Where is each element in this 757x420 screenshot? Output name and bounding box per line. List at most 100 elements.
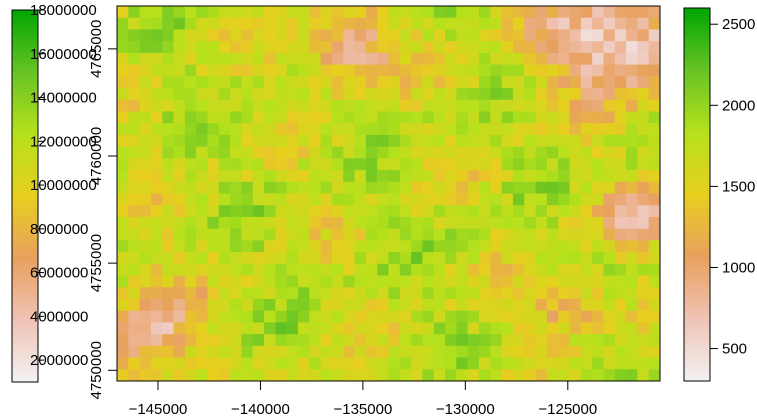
- heatmap-cell: [501, 64, 514, 77]
- heatmap-cell: [592, 228, 604, 241]
- heatmap-cell: [331, 287, 344, 300]
- heatmap-cell: [399, 228, 412, 241]
- heatmap-cell: [580, 52, 593, 65]
- heatmap-cell: [230, 334, 242, 347]
- heatmap-cell: [433, 17, 446, 30]
- heatmap-cell: [331, 170, 344, 183]
- heatmap-cell: [241, 263, 254, 276]
- heatmap-cell: [569, 134, 582, 148]
- heatmap-cell: [648, 334, 661, 347]
- heatmap-cell: [512, 334, 525, 347]
- heatmap-cell: [128, 29, 141, 42]
- heatmap-cell: [184, 41, 197, 54]
- heatmap-cell: [558, 334, 570, 347]
- heatmap-cell: [139, 170, 152, 183]
- heatmap-cell: [320, 275, 333, 288]
- heatmap-cell: [501, 52, 514, 65]
- heatmap-cell: [241, 205, 254, 218]
- heatmap-cell: [399, 17, 412, 30]
- heatmap-cell: [286, 193, 299, 206]
- heatmap-cell: [139, 17, 152, 30]
- heatmap-cell: [569, 205, 582, 218]
- heatmap-cell: [648, 6, 661, 19]
- heatmap-cell: [275, 181, 288, 194]
- heatmap-cell: [535, 146, 548, 159]
- heatmap-cell: [173, 228, 186, 241]
- heatmap-cell: [501, 29, 514, 42]
- heatmap-cell: [162, 345, 174, 358]
- heatmap-cell: [218, 228, 231, 241]
- heatmap-cell: [150, 357, 163, 370]
- heatmap-cell: [388, 263, 401, 276]
- y-tick-label: 4760000: [88, 127, 105, 185]
- heatmap-cell: [603, 240, 616, 253]
- heatmap-cell: [399, 263, 412, 276]
- heatmap-cell: [320, 99, 333, 112]
- heatmap-cell: [592, 357, 604, 370]
- heatmap-cell: [580, 357, 593, 370]
- heatmap-cell: [637, 345, 650, 358]
- left-colorbar-label: 18000000: [30, 2, 97, 19]
- heatmap-cell: [467, 252, 480, 265]
- heatmap-cell: [218, 6, 231, 19]
- heatmap-cell: [558, 111, 570, 124]
- heatmap-cell: [433, 170, 446, 183]
- heatmap-cell: [614, 252, 627, 265]
- heatmap-cell: [603, 158, 616, 171]
- heatmap-cell: [501, 228, 514, 241]
- heatmap-cell: [207, 76, 220, 89]
- heatmap-cell: [230, 146, 242, 159]
- heatmap-cell: [592, 369, 604, 382]
- heatmap-cell: [445, 52, 457, 65]
- heatmap-cell: [512, 158, 525, 171]
- heatmap-cell: [512, 52, 525, 65]
- heatmap-cell: [535, 158, 548, 171]
- heatmap-cell: [626, 205, 638, 218]
- heatmap-cell: [117, 76, 129, 89]
- heatmap-cell: [343, 357, 355, 370]
- heatmap-cell: [207, 345, 220, 358]
- heatmap-cell: [546, 287, 559, 300]
- heatmap-cell: [286, 6, 299, 19]
- heatmap-cell: [309, 76, 322, 89]
- heatmap-cell: [479, 123, 491, 136]
- heatmap-cell: [196, 193, 208, 206]
- heatmap-cell: [241, 240, 254, 253]
- heatmap-cell: [592, 298, 604, 312]
- heatmap-cell: [637, 64, 650, 77]
- right-colorbar-label: 2500: [722, 16, 755, 33]
- heatmap-cell: [196, 252, 208, 265]
- heatmap-cell: [365, 193, 378, 206]
- heatmap-cell: [173, 99, 186, 112]
- heatmap-cell: [241, 134, 254, 148]
- heatmap-cell: [320, 170, 333, 183]
- heatmap-cell: [128, 216, 141, 230]
- heatmap-cell: [546, 76, 559, 89]
- heatmap-cell: [456, 275, 469, 288]
- heatmap-cell: [433, 275, 446, 288]
- heatmap-cell: [184, 158, 197, 171]
- heatmap-cell: [320, 29, 333, 42]
- heatmap-cell: [173, 111, 186, 124]
- heatmap-cell: [592, 275, 604, 288]
- heatmap-cell: [354, 310, 367, 323]
- heatmap-cell: [592, 240, 604, 253]
- heatmap-cell: [479, 228, 491, 241]
- heatmap-cell: [569, 263, 582, 276]
- heatmap-cell: [230, 111, 242, 124]
- heatmap-cell: [569, 88, 582, 101]
- heatmap-cell: [343, 29, 355, 42]
- heatmap-cell: [388, 111, 401, 124]
- heatmap-cell: [162, 17, 174, 30]
- heatmap-cell: [580, 123, 593, 136]
- heatmap-cell: [592, 29, 604, 42]
- heatmap-cell: [501, 123, 514, 136]
- heatmap-cell: [479, 263, 491, 276]
- heatmap-cell: [320, 322, 333, 335]
- heatmap-cell: [354, 6, 367, 19]
- heatmap-cell: [433, 99, 446, 112]
- heatmap-cell: [648, 252, 661, 265]
- heatmap-cell: [501, 369, 514, 382]
- heatmap-cell: [467, 369, 480, 382]
- heatmap-cell: [184, 228, 197, 241]
